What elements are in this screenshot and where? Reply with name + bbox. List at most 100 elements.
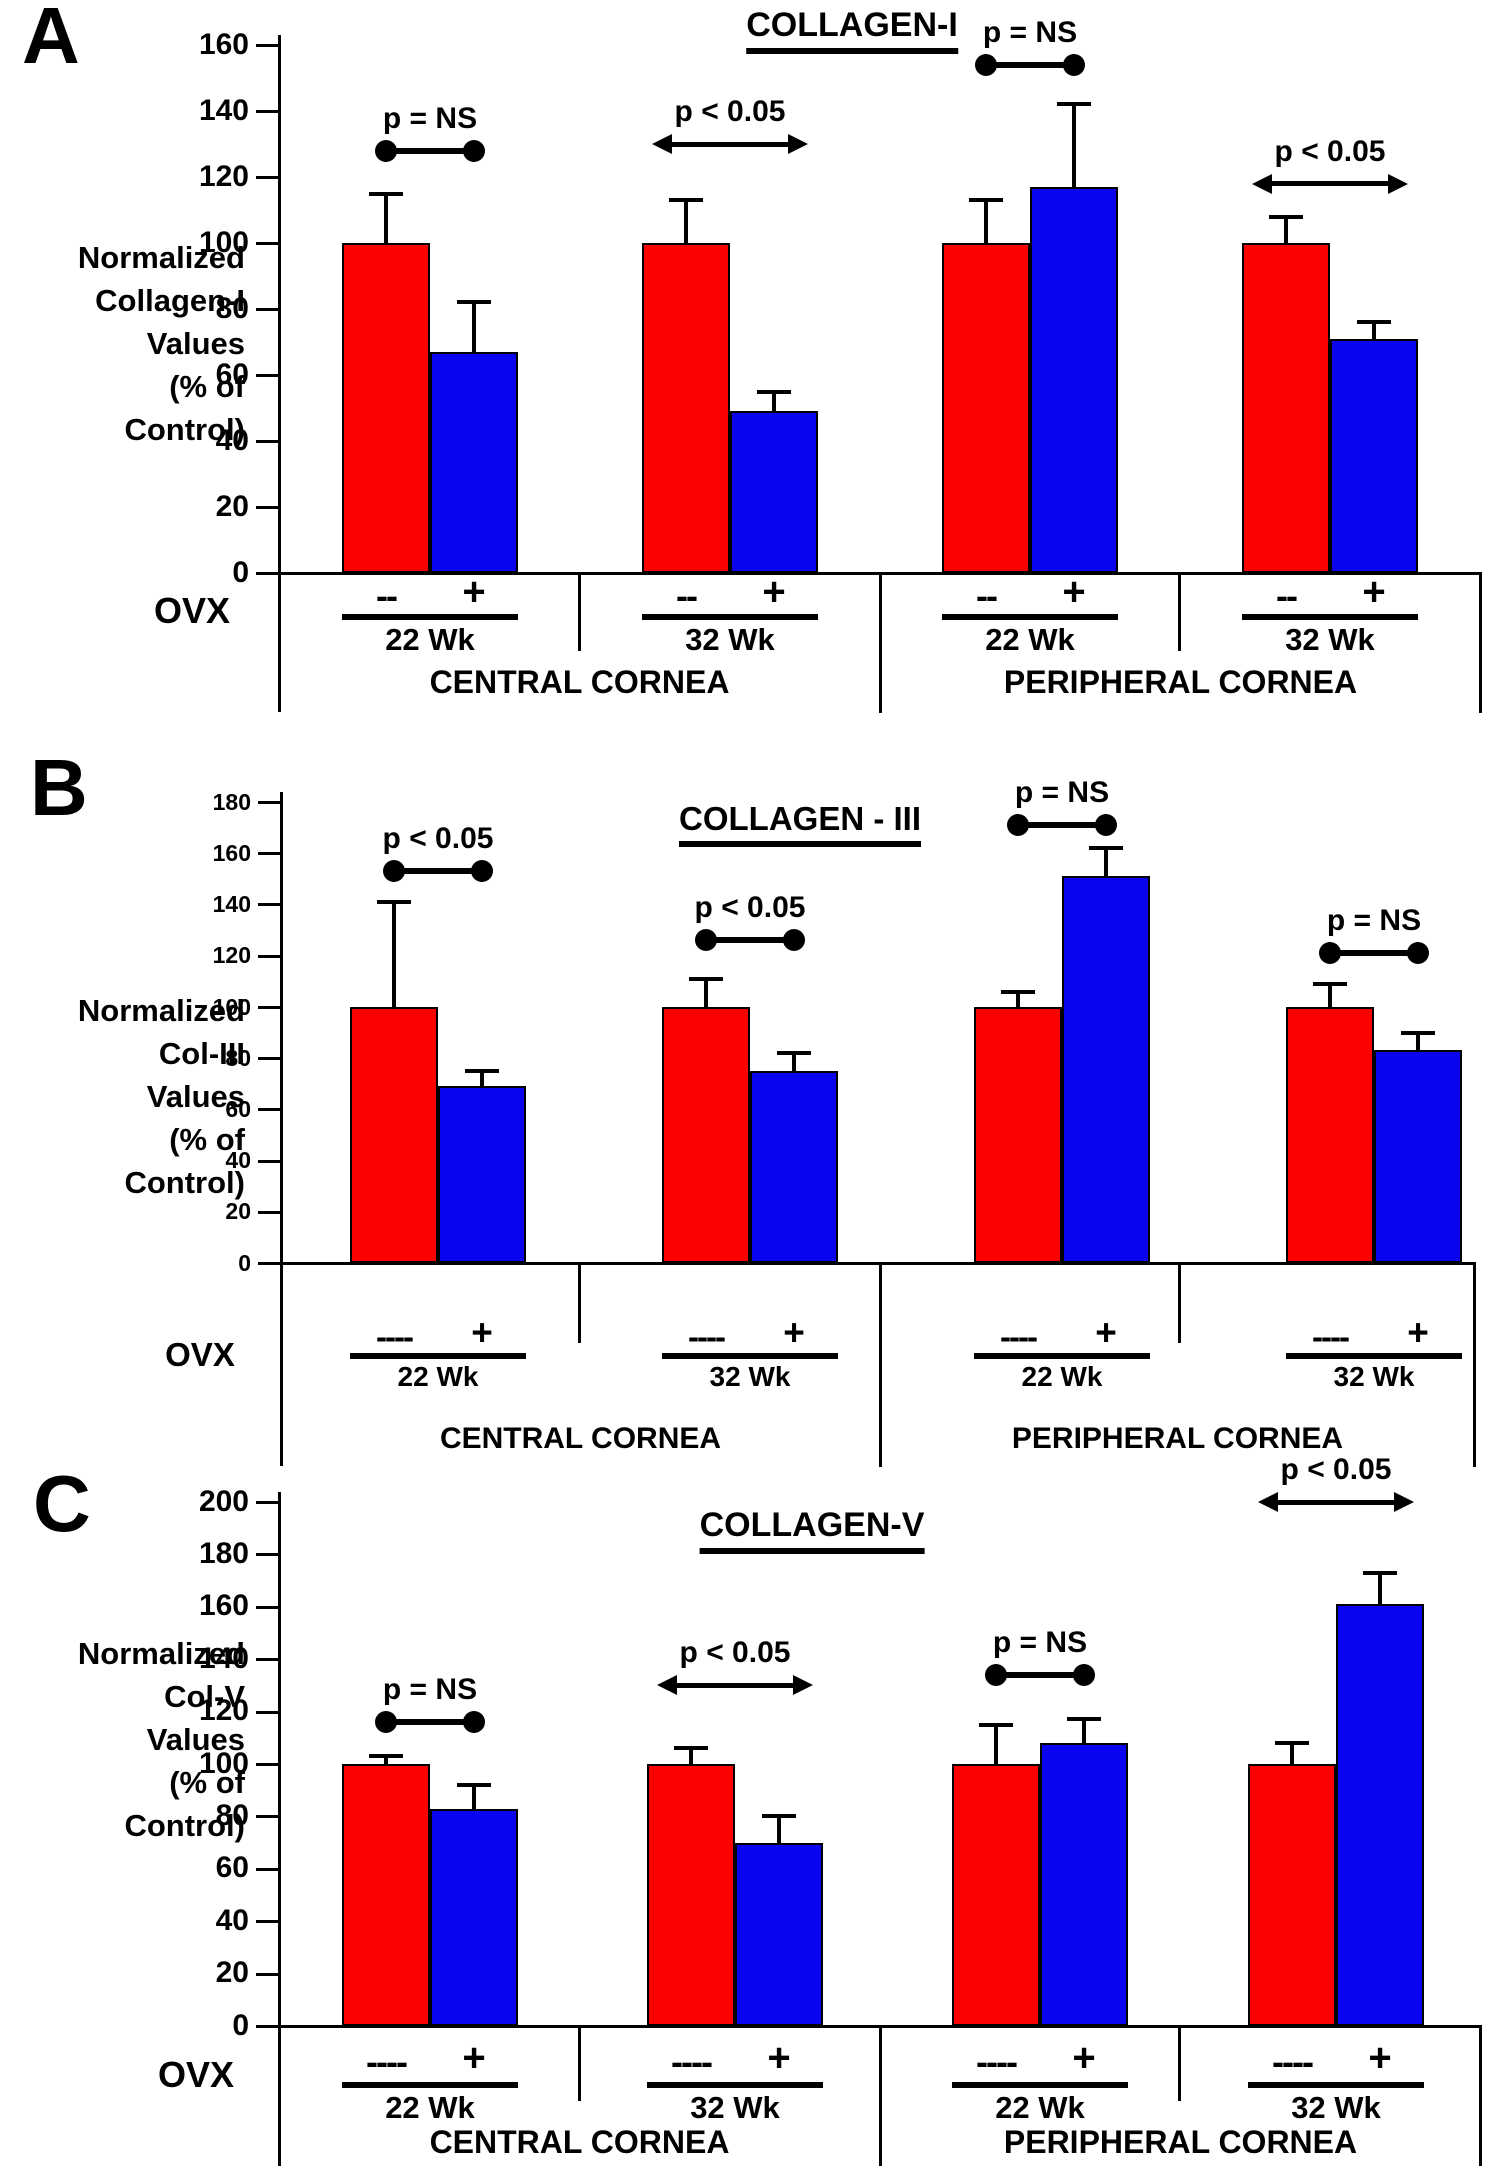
error-bar-line — [392, 901, 396, 1007]
plot-right-boundary — [1479, 574, 1482, 713]
week-label: 32 Wk — [709, 1361, 791, 1392]
ovx-minus-label: ---- — [1272, 2041, 1314, 2082]
ovx-plus-label: + — [1362, 570, 1386, 614]
significance-arrow-line — [670, 141, 790, 147]
y-tick-label: 100 — [198, 225, 249, 259]
ovx-plus-label: + — [783, 1312, 805, 1353]
y-axis-label-line: Normalized — [77, 993, 245, 1028]
ovx-group-underline — [1242, 614, 1418, 620]
week-label: 32 Wk — [685, 622, 775, 657]
panel-title: COLLAGEN-I — [746, 6, 958, 54]
ovx-minus-label: ---- — [366, 2041, 408, 2082]
error-bar-line — [1082, 1719, 1086, 1744]
y-tick-label: 100 — [198, 1746, 249, 1780]
y-tick — [258, 1108, 280, 1112]
error-bar-line — [689, 1748, 693, 1764]
y-axis-label-line: Values — [146, 326, 245, 361]
y-tick — [256, 440, 278, 443]
y-axis-label-line: Values — [146, 1079, 245, 1114]
week-label: 22 Wk — [1021, 1361, 1103, 1392]
y-axis-label-line: Normalized — [77, 1636, 245, 1671]
significance-dumbbell-dot — [975, 53, 997, 76]
region-label: CENTRAL CORNEA — [429, 2124, 730, 2160]
y-tick-label: 20 — [225, 1198, 251, 1225]
week-label: 22 Wk — [995, 2090, 1085, 2125]
y-tick — [256, 374, 278, 377]
significance-label: p < 0.05 — [382, 822, 494, 856]
y-tick — [258, 801, 280, 804]
ovx-minus-label: -- — [976, 575, 998, 616]
y-tick-label: 40 — [215, 423, 249, 457]
y-tick-label: 120 — [198, 159, 249, 193]
y-axis-label-line: (% of — [169, 1765, 245, 1800]
error-bar-line — [792, 1052, 796, 1071]
error-bar-cap — [757, 389, 791, 394]
error-bar-line — [384, 1756, 388, 1764]
significance-dumbbell-dot — [783, 929, 805, 952]
ovx-plus-label: + — [462, 2036, 486, 2080]
bar-control — [350, 1006, 438, 1263]
week-label: 32 Wk — [690, 2090, 780, 2125]
bar-control — [342, 243, 430, 573]
error-bar-cap — [969, 198, 1003, 203]
significance-label: p = NS — [1326, 904, 1422, 938]
significance-dumbbell-dot — [985, 1663, 1007, 1686]
error-bar-line — [777, 1816, 781, 1843]
bar-control — [1248, 1764, 1336, 2026]
y-tick — [256, 242, 278, 245]
ovx-minus-label: -- — [1276, 575, 1298, 616]
bar-control — [1242, 243, 1330, 573]
y-axis-label-line: (% of — [169, 1122, 245, 1157]
error-bar-cap — [1357, 320, 1391, 325]
significance-dumbbell-dot — [695, 929, 717, 952]
ovx-group-underline — [1286, 1353, 1462, 1359]
error-bar-cap — [465, 1068, 499, 1073]
error-bar-cap — [1269, 214, 1303, 219]
ovx-group-underline — [662, 1353, 838, 1359]
ovx-group-underline — [942, 614, 1118, 620]
significance-arrow-head-left — [1258, 1492, 1278, 1512]
y-tick-label: 140 — [212, 891, 251, 918]
y-tick — [256, 1867, 278, 1871]
significance-dumbbell-dot — [375, 139, 397, 162]
y-tick-label: 140 — [198, 1641, 249, 1675]
significance-arrow-head-left — [652, 134, 672, 154]
bar-ovx — [1030, 186, 1118, 573]
error-bar-line — [704, 978, 708, 1007]
y-tick — [258, 852, 280, 856]
ovx-minus-label: -- — [376, 575, 398, 616]
region-divider — [879, 1264, 882, 1467]
error-bar-cap — [674, 1746, 708, 1751]
significance-label: p = NS — [992, 1625, 1088, 1659]
y-tick — [256, 1763, 278, 1766]
significance-label: p < 0.05 — [1274, 134, 1386, 168]
ovx-group-underline — [342, 2082, 518, 2088]
bar-ovx — [1336, 1604, 1424, 2026]
y-tick — [256, 308, 278, 311]
error-bar-cap — [1401, 1030, 1435, 1035]
ovx-group-underline — [1248, 2082, 1424, 2088]
significance-arrow-head-right — [788, 134, 808, 154]
error-bar-line — [984, 200, 988, 243]
significance-dumbbell-dot — [375, 1711, 397, 1734]
bar-ovx — [735, 1842, 823, 2026]
y-tick-label: 160 — [198, 27, 249, 61]
error-bar-cap — [762, 1814, 796, 1819]
error-bar-cap — [689, 976, 723, 981]
y-tick — [256, 176, 278, 179]
ovx-plus-label: + — [767, 2036, 791, 2080]
week-group-divider — [578, 2027, 581, 2101]
ovx-group-underline — [642, 614, 818, 620]
bar-control — [647, 1764, 735, 2026]
plot-right-boundary — [1473, 1264, 1476, 1467]
region-divider — [879, 2027, 882, 2166]
y-tick-label: 40 — [215, 1903, 249, 1937]
error-bar-cap — [377, 899, 411, 904]
significance-dumbbell-dot — [463, 1711, 485, 1734]
error-bar-cap — [1313, 981, 1347, 986]
ovx-axis-label: OVX — [165, 1336, 235, 1373]
significance-dumbbell-dot — [1095, 814, 1117, 837]
bar-control — [1286, 1006, 1374, 1263]
significance-arrow-head-right — [1394, 1492, 1414, 1512]
significance-dumbbell-line — [994, 1671, 1086, 1678]
